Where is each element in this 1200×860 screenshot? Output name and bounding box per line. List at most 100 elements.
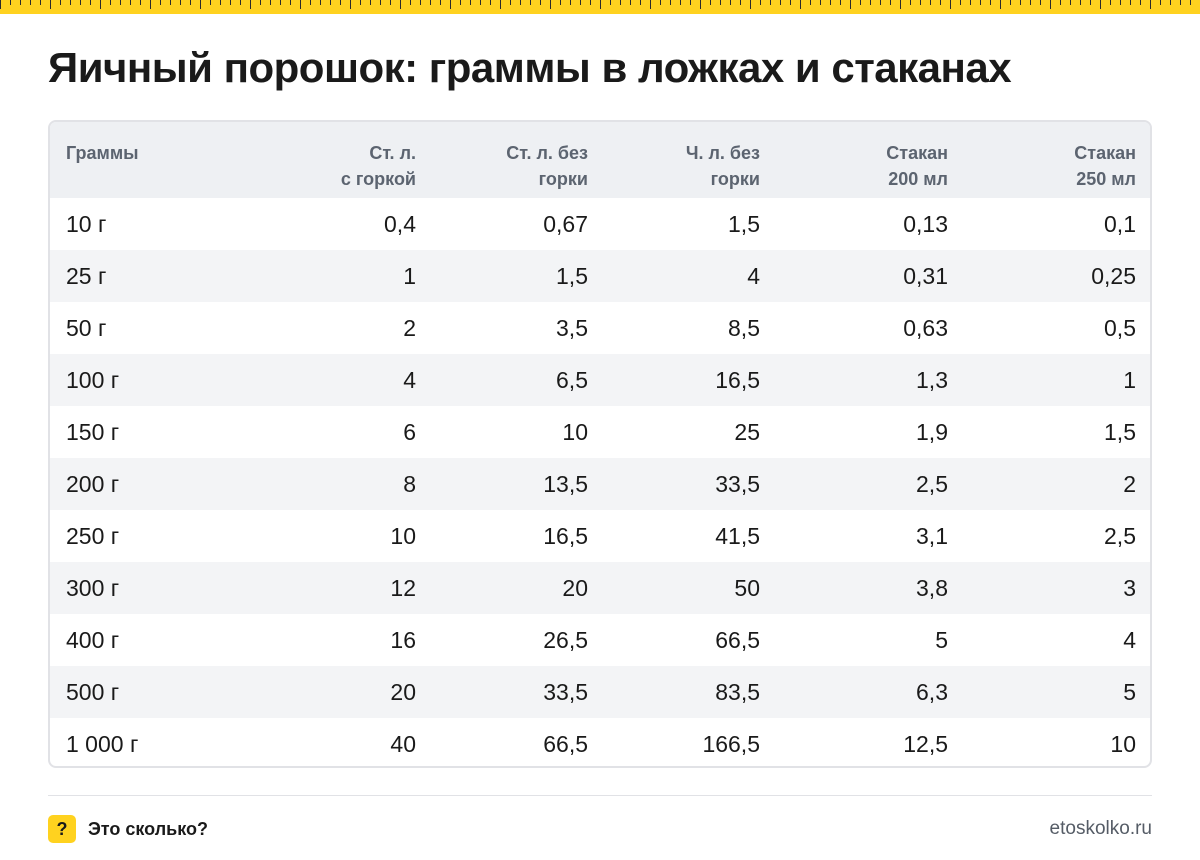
column-header-line: Ст. л.	[369, 143, 416, 163]
value-cell: 20	[390, 678, 416, 705]
grams-cell: 300 г	[66, 574, 120, 601]
value-cell: 3,5	[556, 314, 588, 341]
column-header: Ч. л. без горки	[604, 122, 776, 198]
column-header-line: Стакан	[886, 143, 948, 163]
table-row: 400 г 16 26,5 66,5 5 4	[50, 614, 1150, 666]
value-cell: 1,9	[916, 418, 948, 445]
value-cell: 41,5	[715, 522, 760, 549]
value-cell: 8,5	[728, 314, 760, 341]
value-cell: 25	[734, 418, 760, 445]
grams-cell: 200 г	[66, 470, 120, 497]
value-cell: 1,5	[728, 210, 760, 237]
column-header-line: горки	[538, 169, 588, 189]
page-title: Яичный порошок: граммы в ложках и стакан…	[48, 44, 1012, 91]
table-body: 10 г 0,4 0,67 1,5 0,13 0,1 25 г 1 1,5 4 0,31 0,25 50…	[50, 198, 1150, 766]
value-cell: 2	[403, 314, 416, 341]
column-header: Ст. л. без горки	[432, 122, 604, 198]
value-cell: 4	[747, 262, 760, 289]
table-row: 150 г 6 10 25 1,9 1,5	[50, 406, 1150, 458]
value-cell: 0,5	[1104, 314, 1136, 341]
grams-cell: 150 г	[66, 418, 120, 445]
column-header: Ст. л. с горкой	[250, 122, 432, 198]
grams-cell: 50 г	[66, 314, 107, 341]
brand-name: Это сколько?	[88, 818, 208, 839]
table-row: 25 г 1 1,5 4 0,31 0,25	[50, 250, 1150, 302]
value-cell: 2,5	[916, 470, 948, 497]
table-header-row: Граммы Ст. л. с горкой Ст. л. без горки Ч. л.…	[50, 122, 1150, 198]
value-cell: 4	[1123, 626, 1136, 653]
value-cell: 5	[935, 626, 948, 653]
value-cell: 12	[390, 574, 416, 601]
value-cell: 0,67	[543, 210, 588, 237]
column-header-line: Стакан	[1074, 143, 1136, 163]
value-cell: 12,5	[903, 730, 948, 757]
value-cell: 166,5	[702, 730, 760, 757]
table-row: 250 г 10 16,5 41,5 3,1 2,5	[50, 510, 1150, 562]
grams-cell: 400 г	[66, 626, 120, 653]
value-cell: 1	[1123, 366, 1136, 393]
grams-cell: 25 г	[66, 262, 107, 289]
column-header-line: Ст. л. без	[506, 143, 588, 163]
site-url[interactable]: etoskolko.ru	[1049, 818, 1152, 839]
table-row: 100 г 4 6,5 16,5 1,3 1	[50, 354, 1150, 406]
value-cell: 16	[390, 626, 416, 653]
value-cell: 26,5	[543, 626, 588, 653]
column-header: Стакан 200 мл	[776, 122, 964, 198]
value-cell: 6,3	[916, 678, 948, 705]
value-cell: 1	[403, 262, 416, 289]
value-cell: 10	[562, 418, 588, 445]
value-cell: 0,4	[384, 210, 416, 237]
table-row: 10 г 0,4 0,67 1,5 0,13 0,1	[50, 198, 1150, 250]
value-cell: 50	[734, 574, 760, 601]
ruler-decoration	[0, 0, 1200, 14]
value-cell: 1,5	[1104, 418, 1136, 445]
table-row: 500 г 20 33,5 83,5 6,3 5	[50, 666, 1150, 718]
value-cell: 10	[390, 522, 416, 549]
grams-cell: 10 г	[66, 210, 107, 237]
value-cell: 33,5	[715, 470, 760, 497]
value-cell: 13,5	[543, 470, 588, 497]
value-cell: 0,1	[1104, 210, 1136, 237]
value-cell: 4	[403, 366, 416, 393]
value-cell: 0,13	[903, 210, 948, 237]
value-cell: 40	[390, 730, 416, 757]
value-cell: 1,5	[556, 262, 588, 289]
table-row: 200 г 8 13,5 33,5 2,5 2	[50, 458, 1150, 510]
column-header-line: Граммы	[66, 143, 139, 163]
footer-divider	[48, 795, 1152, 796]
table-row: 300 г 12 20 50 3,8 3	[50, 562, 1150, 614]
value-cell: 16,5	[543, 522, 588, 549]
question-mark-icon: ?	[48, 815, 76, 843]
value-cell: 66,5	[543, 730, 588, 757]
value-cell: 1,3	[916, 366, 948, 393]
conversion-table-card: Граммы Ст. л. с горкой Ст. л. без горки Ч. л.…	[48, 120, 1152, 768]
conversion-table: Граммы Ст. л. с горкой Ст. л. без горки Ч. л.…	[50, 122, 1150, 766]
grams-cell: 250 г	[66, 522, 120, 549]
column-header-line: с горкой	[340, 169, 416, 189]
column-header: Граммы	[50, 122, 250, 198]
value-cell: 3,8	[916, 574, 948, 601]
value-cell: 6	[403, 418, 416, 445]
value-cell: 0,63	[903, 314, 948, 341]
value-cell: 33,5	[543, 678, 588, 705]
value-cell: 5	[1123, 678, 1136, 705]
value-cell: 3	[1123, 574, 1136, 601]
column-header-line: горки	[710, 169, 760, 189]
value-cell: 8	[403, 470, 416, 497]
value-cell: 0,25	[1091, 262, 1136, 289]
column-header: Стакан 250 мл	[964, 122, 1150, 198]
value-cell: 2,5	[1104, 522, 1136, 549]
column-header-line: Ч. л. без	[685, 143, 760, 163]
value-cell: 0,31	[903, 262, 948, 289]
grams-cell: 100 г	[66, 366, 120, 393]
footer-brand[interactable]: ? Это сколько?	[48, 815, 208, 843]
table-row: 50 г 2 3,5 8,5 0,63 0,5	[50, 302, 1150, 354]
value-cell: 16,5	[715, 366, 760, 393]
value-cell: 10	[1110, 730, 1136, 757]
value-cell: 6,5	[556, 366, 588, 393]
grams-cell: 500 г	[66, 678, 120, 705]
column-header-line: 250 мл	[1076, 169, 1136, 189]
value-cell: 20	[562, 574, 588, 601]
value-cell: 2	[1123, 470, 1136, 497]
value-cell: 3,1	[916, 522, 948, 549]
